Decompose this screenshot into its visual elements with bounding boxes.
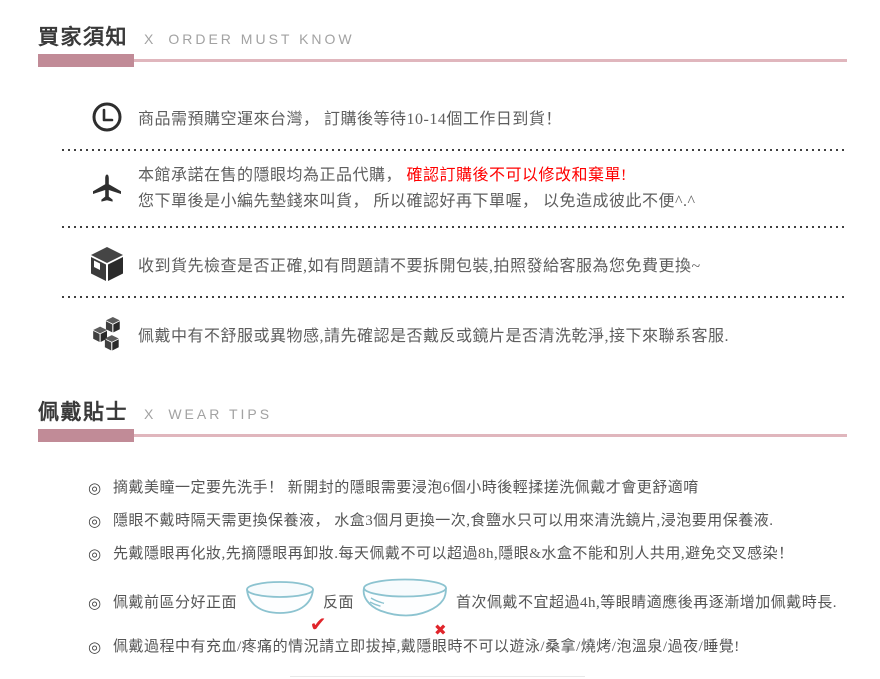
tip-text: 佩戴過程中有充血/疼痛的情況請立即拔掉,戴隱眼時不可以遊泳/桑拿/燒烤/泡溫泉/… — [113, 639, 740, 655]
notice-item-discomfort: 佩戴中有不舒服或異物感,請先確認是否戴反或鏡片是否清洗乾淨,接下來聯系客服. — [84, 313, 880, 355]
mini-cubes-icon — [84, 317, 130, 351]
bullseye-bullet-icon: ◎ — [88, 545, 102, 563]
notice-item-text: 本館承諾在售的隱眼均為正品代購， 確認訂購後不可以修改和棄單! 您下單後是小編先… — [138, 163, 696, 215]
tip-text-mid: 反面 — [323, 595, 355, 611]
tip-text: 先戴隱眼再化妝,先摘隱眼再卸妝.每天佩戴不可以超過8h,隱眼&水盒不能和別人共用… — [113, 546, 794, 562]
bullseye-bullet-icon: ◎ — [88, 594, 102, 612]
no-cancel-alert-text: 確認訂購後不可以修改和棄單! — [406, 167, 627, 184]
underline-thick-segment — [38, 54, 134, 67]
shipping-text: 商品需預購空運來台灣， 訂購後等待10-14個工作日到貨！ — [138, 111, 562, 128]
lens-correct-icon — [246, 581, 314, 614]
tip-item-makeup: ◎ 先戴隱眼再化妝,先摘隱眼再卸妝.每天佩戴不可以超過8h,隱眼&水盒不能和別人… — [88, 544, 880, 564]
tips-list: ◎ 摘戴美瞳一定要先洗手！ 新開封的隱眼需要浸泡6個小時後輕揉搓洗佩戴才會更舒適… — [88, 478, 880, 657]
notice-item-text: 商品需預購空運來台灣， 訂購後等待10-14個工作日到貨！ — [138, 105, 562, 129]
notice-item-shipping: 商品需預購空運來台灣， 訂購後等待10-14個工作日到貨！ — [84, 100, 880, 134]
tips-subtitle-text: WEAR TIPS — [168, 406, 273, 422]
notice-subtitle-text: ORDER MUST KNOW — [168, 31, 355, 47]
airplane-icon-svg — [93, 174, 121, 202]
notice-x-mark: X — [144, 31, 157, 47]
notice-item-inspection: 收到貨先檢查是否正確,如有問題請不要拆開包裝,拍照發給客服為您免費更換~ — [84, 245, 880, 283]
bullseye-bullet-icon: ◎ — [88, 638, 102, 656]
tips-subtitle: X WEAR TIPS — [144, 406, 272, 422]
mini-cubes-icon-svg — [93, 317, 120, 351]
tip-item-wash-hands: ◎ 摘戴美瞳一定要先洗手！ 新開封的隱眼需要浸泡6個小時後輕揉搓洗佩戴才會更舒適… — [88, 478, 880, 498]
airplane-icon — [84, 174, 130, 204]
bullseye-bullet-icon: ◎ — [88, 512, 102, 530]
package-box-icon-svg — [91, 247, 123, 281]
bullseye-bullet-icon: ◎ — [88, 479, 102, 497]
underline-thin-segment — [134, 59, 847, 62]
notice-subtitle: X ORDER MUST KNOW — [144, 31, 355, 47]
checkmark-icon: ✔ — [309, 612, 328, 636]
tips-x-mark: X — [144, 406, 157, 422]
tip-text-post: 首次佩戴不宜超過4h,等眼睛適應後再逐漸增加佩戴時長. — [456, 595, 838, 611]
notice-item-order-policy: 本館承諾在售的隱眼均為正品代購， 確認訂購後不可以修改和棄單! 您下單後是小編先… — [84, 163, 880, 215]
dotted-divider — [62, 296, 845, 298]
tip-text-pre: 佩戴前區分好正面 — [113, 595, 238, 611]
notice-title: 買家須知 — [38, 26, 128, 49]
tip-item-pain: ◎ 佩戴過程中有充血/疼痛的情況請立即拔掉,戴隱眼時不可以遊泳/桑拿/燒烤/泡溫… — [88, 637, 880, 657]
tip-text: 隱眼不戴時隔天需更換保養液， 水盒3個月更換一次,食鹽水只可以用來清洗鏡片,浸泡… — [113, 513, 774, 529]
tips-header-line: 佩戴貼士 X WEAR TIPS — [38, 396, 880, 426]
authentic-text: 本館承諾在售的隱眼均為正品代購， — [138, 167, 407, 184]
notice-section-header: 買家須知 X ORDER MUST KNOW — [38, 0, 880, 67]
dotted-divider — [62, 149, 845, 151]
underline-thick-segment — [38, 429, 134, 442]
cross-icon: ✖ — [433, 621, 448, 639]
cropped-next-section-edge — [290, 676, 585, 677]
clock-icon — [84, 101, 130, 133]
package-box-icon — [84, 246, 130, 282]
underline-thin-segment — [134, 434, 847, 437]
prepay-text: 您下單後是小編先墊錢來叫貨， 所以確認好再下單喔， 以免造成彼此不便^.^ — [138, 193, 696, 210]
notice-item-text: 收到貨先檢查是否正確,如有問題請不要拆開包裝,拍照發給客服為您免費更換~ — [138, 252, 701, 276]
notice-item-text: 佩戴中有不舒服或異物感,請先確認是否戴反或鏡片是否清洗乾淨,接下來聯系客服. — [138, 322, 729, 346]
discomfort-text: 佩戴中有不舒服或異物感,請先確認是否戴反或鏡片是否清洗乾淨,接下來聯系客服. — [138, 328, 730, 345]
tips-header-underline — [38, 429, 847, 442]
notice-header-underline — [38, 54, 847, 67]
inspection-text: 收到貨先檢查是否正確,如有問題請不要拆開包裝,拍照發給客服為您免費更換~ — [138, 258, 701, 275]
tip-item-solution: ◎ 隱眼不戴時隔天需更換保養液， 水盒3個月更換一次,食鹽水只可以用來清洗鏡片,… — [88, 511, 880, 531]
tip-text: 摘戴美瞳一定要先洗手！ 新開封的隱眼需要浸泡6個小時後輕揉搓洗佩戴才會更舒適唷 — [113, 480, 699, 496]
lens-correct-figure: ✔ — [242, 580, 327, 634]
notice-header-line: 買家須知 X ORDER MUST KNOW — [38, 21, 880, 51]
lens-inverted-icon — [362, 578, 447, 617]
notice-list: 商品需預購空運來台灣， 訂購後等待10-14個工作日到貨！ 本館承諾在售的隱眼均… — [0, 100, 880, 355]
lens-inverted-figure: ✖ — [359, 577, 451, 639]
tip-item-orientation: ◎ 佩戴前區分好正面 ✔ 反面 ✖ 首次佩戴不宜超過4h,等眼睛適應後再逐漸增加… — [88, 577, 880, 639]
dotted-divider — [62, 226, 845, 228]
tips-section-header: 佩戴貼士 X WEAR TIPS — [38, 396, 880, 442]
clock-icon-svg — [92, 102, 122, 132]
tips-title: 佩戴貼士 — [38, 401, 128, 424]
